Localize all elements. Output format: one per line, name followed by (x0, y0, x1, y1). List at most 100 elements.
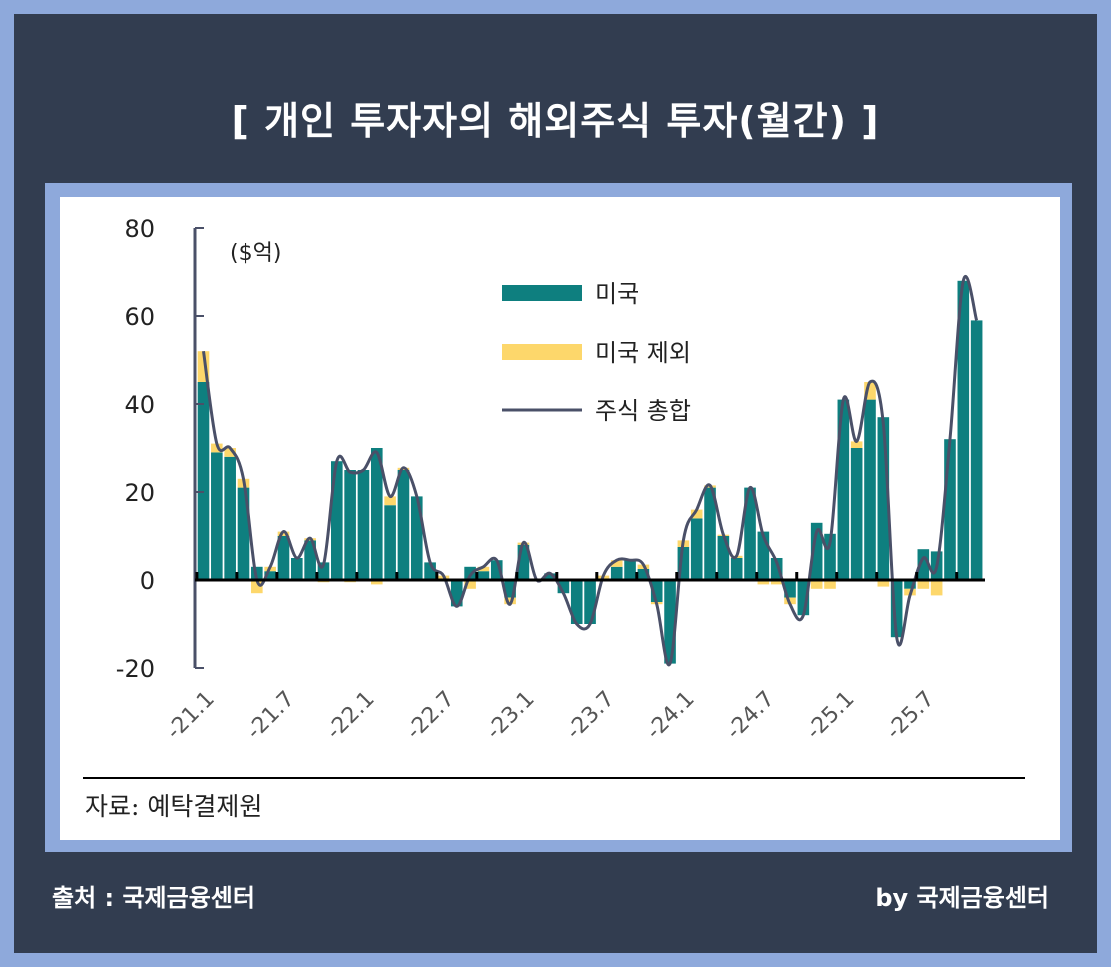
bar-us (344, 470, 356, 580)
bar-us (211, 452, 223, 580)
bar-ex-us (690, 509, 703, 519)
bar-us (410, 496, 423, 580)
legend-label-total: 주식 총합 (595, 397, 691, 425)
bar-us (237, 487, 250, 580)
x-tick-label: -25.7 (882, 687, 940, 745)
bar-ex-us (757, 580, 770, 585)
bar-us (517, 544, 530, 580)
bar-us (277, 536, 290, 580)
bar-us (890, 580, 903, 638)
y-tick-label: 20 (124, 479, 155, 507)
bar-us (544, 573, 556, 580)
y-tick-label: 40 (124, 391, 155, 419)
bar-us (730, 558, 743, 580)
y-tick-label: 60 (124, 303, 155, 331)
bar-ex-us (464, 580, 476, 589)
bar-us (304, 540, 316, 580)
bar-us (424, 562, 436, 580)
bar-us (317, 562, 330, 580)
bar-us (637, 569, 650, 580)
bar-us (397, 470, 410, 580)
bar-us (477, 571, 490, 580)
bar-us (610, 566, 623, 580)
bar-us (717, 536, 730, 580)
y-tick-label: 0 (140, 567, 155, 595)
total-line (202, 275, 979, 667)
bar-us (850, 448, 863, 580)
bar-us (810, 522, 823, 580)
bar-us (704, 487, 716, 580)
bar-us (970, 320, 983, 580)
legend-label-us: 미국 (595, 280, 639, 308)
bar-ex-us (917, 580, 930, 589)
source-note: 자료: 예탁결제원 (85, 792, 262, 821)
y-tick-label: 80 (124, 215, 155, 243)
bar-us (650, 580, 663, 602)
y-tick-label: -20 (116, 655, 155, 683)
x-tick-label: -22.7 (402, 687, 460, 745)
bar-us (384, 505, 396, 580)
bar-ex-us (770, 580, 783, 585)
bar-us (570, 580, 583, 624)
bar-us (370, 448, 383, 580)
x-tick-label: -23.7 (562, 687, 620, 745)
bar-us (264, 571, 276, 580)
bar-ex-us (877, 580, 890, 587)
footer-source: 출처 : 국제금융센터 (52, 884, 255, 912)
bar-ex-us (277, 531, 290, 536)
bar-us (797, 580, 810, 616)
x-tick-label: -24.1 (642, 687, 700, 745)
bar-us (291, 558, 303, 580)
bar-ex-us (850, 441, 863, 448)
bar-us (504, 580, 516, 598)
bar-us (677, 547, 690, 580)
bar-ex-us (930, 580, 943, 596)
bar-us (757, 531, 770, 580)
bar-ex-us (370, 580, 383, 585)
bar-ex-us (504, 597, 516, 605)
page-title: [ 개인 투자자의 해외주식 투자(월간) ] (231, 99, 880, 143)
legend-swatch-us (502, 285, 582, 301)
bar-us (917, 549, 930, 580)
bar-us (877, 417, 890, 580)
legend: 미국 미국 제외 주식 총합 (502, 280, 691, 425)
bar-ex-us (810, 580, 823, 589)
legend-label-ex-us: 미국 제외 (595, 339, 691, 367)
legend-swatch-ex-us (502, 344, 582, 360)
bar-ex-us (824, 580, 836, 589)
unit-label: ($억) (230, 241, 281, 266)
bar-us (664, 580, 676, 664)
bar-us (584, 580, 596, 624)
bar-us (224, 456, 236, 580)
bar-us (624, 560, 636, 580)
bar-ex-us (477, 566, 490, 572)
footer-credit: by 국제금융센터 (875, 884, 1049, 912)
bar-us (957, 280, 970, 580)
bar-ex-us (384, 496, 396, 506)
x-tick-label: -21.7 (242, 687, 300, 745)
bar-us (904, 580, 916, 589)
bar-ex-us (610, 560, 623, 567)
x-tick-label: -25.1 (802, 687, 860, 745)
bar-ex-us (864, 382, 876, 400)
x-tick-label: -22.1 (322, 687, 380, 745)
x-tick-label: -23.1 (482, 687, 540, 745)
bar-us (450, 580, 463, 607)
bar-us (357, 470, 370, 580)
bar-ex-us (224, 448, 236, 457)
bar-us (864, 399, 876, 580)
bar-us (784, 580, 796, 598)
bar-us (744, 487, 756, 580)
bar-us (557, 580, 570, 594)
bar-ex-us (251, 580, 263, 594)
bar-us (824, 533, 836, 580)
x-tick-label: -24.7 (722, 687, 780, 745)
bar-us (770, 558, 783, 580)
bar-us (197, 382, 210, 580)
bar-us (490, 560, 503, 580)
bar-us (331, 461, 343, 580)
bar-us (944, 439, 956, 580)
bar-us (690, 518, 703, 580)
bar-us (837, 399, 850, 580)
